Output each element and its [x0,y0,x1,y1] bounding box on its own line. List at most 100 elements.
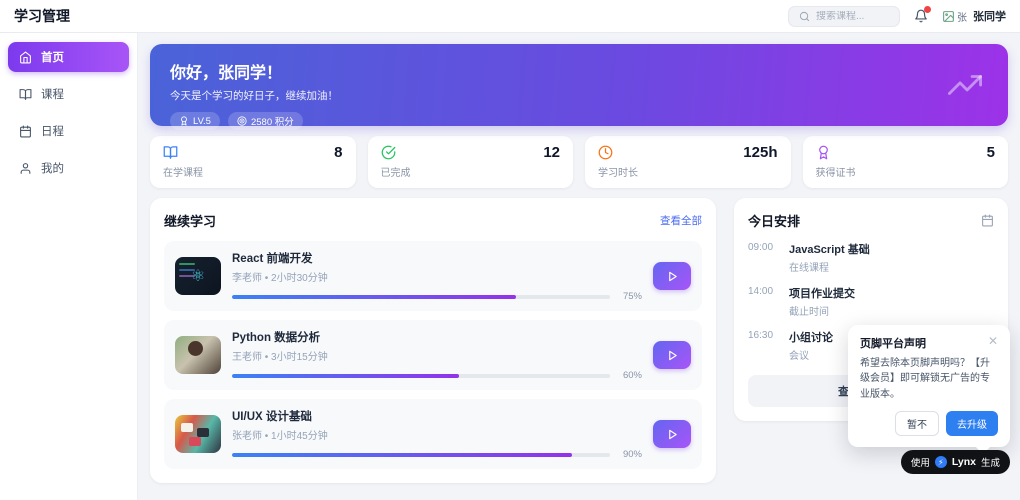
stat-value: 5 [986,144,995,161]
play-icon [668,429,677,439]
schedule-type: 会议 [789,351,809,362]
schedule-title: JavaScript 基础 [789,244,870,256]
course-row-uiux[interactable]: UI/UX 设计基础 张老师 • 1小时45分钟 90% [164,399,702,469]
panel-title: 今日安排 [748,214,801,229]
schedule-time: 16:30 [748,330,774,341]
book-icon [163,146,178,159]
points-badge-text: 2580 积分 [250,117,294,128]
sidebar-item-label: 我的 [41,163,64,175]
play-icon [668,271,677,281]
calendar-icon [982,214,993,227]
stat-label: 已完成 [380,168,411,179]
continue-learning-panel: 继续学习 查看全部 ⚛ React 前端开发 李老师 • 2小时30分钟 75% [150,198,716,483]
broken-image-icon [943,10,954,22]
progress-label: 90% [622,449,642,460]
play-button[interactable] [653,341,691,369]
user-menu[interactable]: 张 张同学 [942,8,1006,24]
stat-label: 获得证书 [815,168,856,179]
points-badge: 2580 积分 [227,112,303,130]
bell-icon [915,9,927,23]
sidebar-item-home[interactable]: 首页 [8,42,129,72]
sidebar-item-label: 课程 [41,89,64,101]
course-row-react[interactable]: ⚛ React 前端开发 李老师 • 2小时30分钟 75% [164,241,702,311]
schedule-type: 在线课程 [789,263,829,274]
stat-value: 8 [334,144,343,161]
sidebar-item-label: 日程 [41,126,64,138]
course-row-python[interactable]: Python 数据分析 王老师 • 3小时15分钟 60% [164,320,702,390]
play-icon [668,350,677,360]
welcome-title: 你好，张同学！ [170,65,283,82]
stat-card-active-courses: 8 在学课程 [150,136,356,188]
sidebar-item-label: 首页 [41,52,64,64]
search-input[interactable] [816,10,889,22]
clock-icon [598,145,613,160]
trending-up-icon [948,75,982,95]
panel-title: 继续学习 [164,214,217,229]
welcome-subtitle: 今天是个学习的好日子，继续加油！ [170,90,338,102]
home-icon [20,51,31,63]
schedule-type: 截止时间 [789,307,829,318]
stat-card-certificates: 5 获得证书 [802,136,1008,188]
course-meta: 张老师 • 1小时45分钟 [232,431,328,442]
lynx-generated-badge[interactable]: 使用 ⚡ Lynx 生成 [900,450,1010,474]
badge-prefix: 使用 [910,458,930,469]
course-thumbnail [175,336,221,374]
schedule-item: 14:00 项目作业提交 截止时间 [748,285,994,318]
play-button[interactable] [653,420,691,448]
course-title: UI/UX 设计基础 [232,411,312,423]
stat-label: 学习时长 [598,168,638,179]
level-badge: LV.5 [170,112,220,130]
schedule-item: 16:30 小组讨论 会议 [748,329,994,362]
stat-label: 在学课程 [163,168,203,179]
stat-card-completed: 12 已完成 [367,136,573,188]
course-title: React 前端开发 [232,253,313,265]
level-badge-text: LV.5 [193,115,211,127]
schedule-time: 09:00 [748,242,774,253]
course-meta: 李老师 • 2小时30分钟 [232,273,328,284]
app-title: 学习管理 [14,8,70,24]
dismiss-button[interactable]: 暂不 [895,411,939,436]
badge-suffix: 生成 [980,458,1000,469]
book-icon [19,88,32,100]
user-name: 张同学 [973,11,1006,23]
sidebar-item-profile[interactable]: 我的 [8,153,129,183]
progress-bar [232,452,610,457]
progress-bar [232,294,610,299]
popup-body: 希望去除本页脚声明吗？【升级会员】即可解锁无广告的专业版本。 [860,357,990,400]
course-thumbnail: ⚛ [175,257,221,295]
course-meta: 王老师 • 3小时15分钟 [232,352,328,363]
sidebar-item-schedule[interactable]: 日程 [8,116,129,146]
medal-icon [818,145,828,160]
view-all-link[interactable]: 查看全部 [660,215,702,227]
avatar-alt-text: 张 [957,12,967,24]
play-button[interactable] [653,262,691,290]
progress-label: 75% [622,291,642,302]
upgrade-button[interactable]: 去升级 [946,411,998,436]
stat-value: 125h [743,144,778,161]
sidebar: 首页 课程 日程 我的 [0,33,138,500]
stats-row: 8 在学课程 12 已完成 125h 学习时长 [150,136,1008,188]
schedule-title: 项目作业提交 [789,288,855,300]
schedule-title: 小组讨论 [789,332,833,344]
top-header: 学习管理 张 张同学 [0,0,1020,33]
search-icon [799,11,810,21]
course-thumbnail [175,415,221,453]
search-box[interactable] [788,5,900,27]
notification-dot [924,6,931,13]
badge-brand: Lynx [951,456,976,468]
sidebar-item-courses[interactable]: 课程 [8,79,129,109]
progress-bar [232,373,610,378]
notification-bell-button[interactable] [914,6,931,23]
user-icon [20,162,31,174]
progress-label: 60% [622,370,642,381]
schedule-item: 09:00 JavaScript 基础 在线课程 [748,241,994,274]
calendar-icon [20,125,31,137]
stat-value: 12 [543,144,560,161]
close-icon[interactable]: ✕ [987,333,998,348]
medal-icon [181,116,187,126]
stat-card-study-hours: 125h 学习时长 [585,136,791,188]
lynx-logo-icon: ⚡ [934,456,947,468]
course-title: Python 数据分析 [232,332,321,344]
check-circle-icon [381,145,395,160]
popup-title: 页脚平台声明 [860,337,926,350]
